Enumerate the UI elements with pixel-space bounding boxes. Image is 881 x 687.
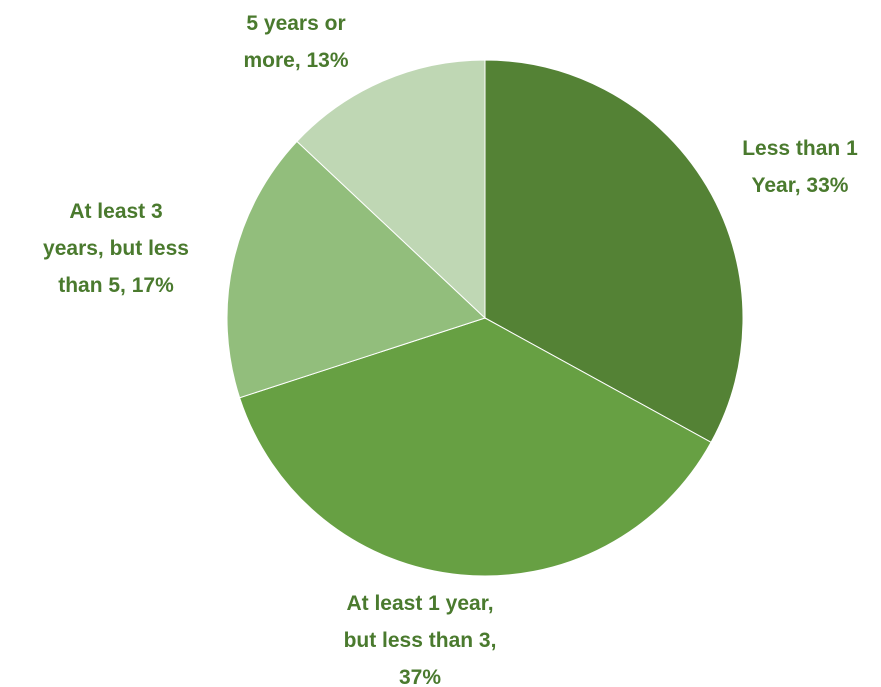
data-label-line: years, but less — [43, 237, 189, 260]
data-label-line: than 5, 17% — [58, 274, 174, 297]
pie-slices — [226, 59, 744, 577]
data-label-at-least-1-year-but-less-than-3: At least 1 year, but less than 3, 37% — [344, 592, 497, 687]
data-label-line: but less than 3, — [344, 629, 497, 652]
data-label-line: Less than 1 — [742, 137, 858, 160]
data-label-line: At least 3 — [69, 200, 162, 223]
data-label-line: more, 13% — [243, 49, 348, 72]
data-label-line: Year, 33% — [752, 174, 849, 197]
data-label-line: 37% — [399, 666, 441, 687]
data-label-line: At least 1 year, — [346, 592, 493, 615]
pie-data-labels: Less than 1 Year, 33% At least 1 year, but … — [43, 12, 858, 687]
data-label-at-least-3-years-but-less-than-5: At least 3 years, but less than 5, 17% — [43, 200, 189, 297]
data-label-5-years-or-more: 5 years or more, 13% — [243, 12, 348, 72]
pie-slice-at-least-3-years-but-less-than-5 — [226, 140, 486, 399]
data-label-line: 5 years or — [246, 12, 345, 35]
pie-slice-at-least-1-year-but-less-than-3 — [238, 317, 712, 577]
data-label-less-than-1-year: Less than 1 Year, 33% — [742, 137, 858, 197]
pie-slice-5-years-or-more — [296, 59, 486, 320]
pie-slice-less-than-1-year — [484, 59, 744, 443]
